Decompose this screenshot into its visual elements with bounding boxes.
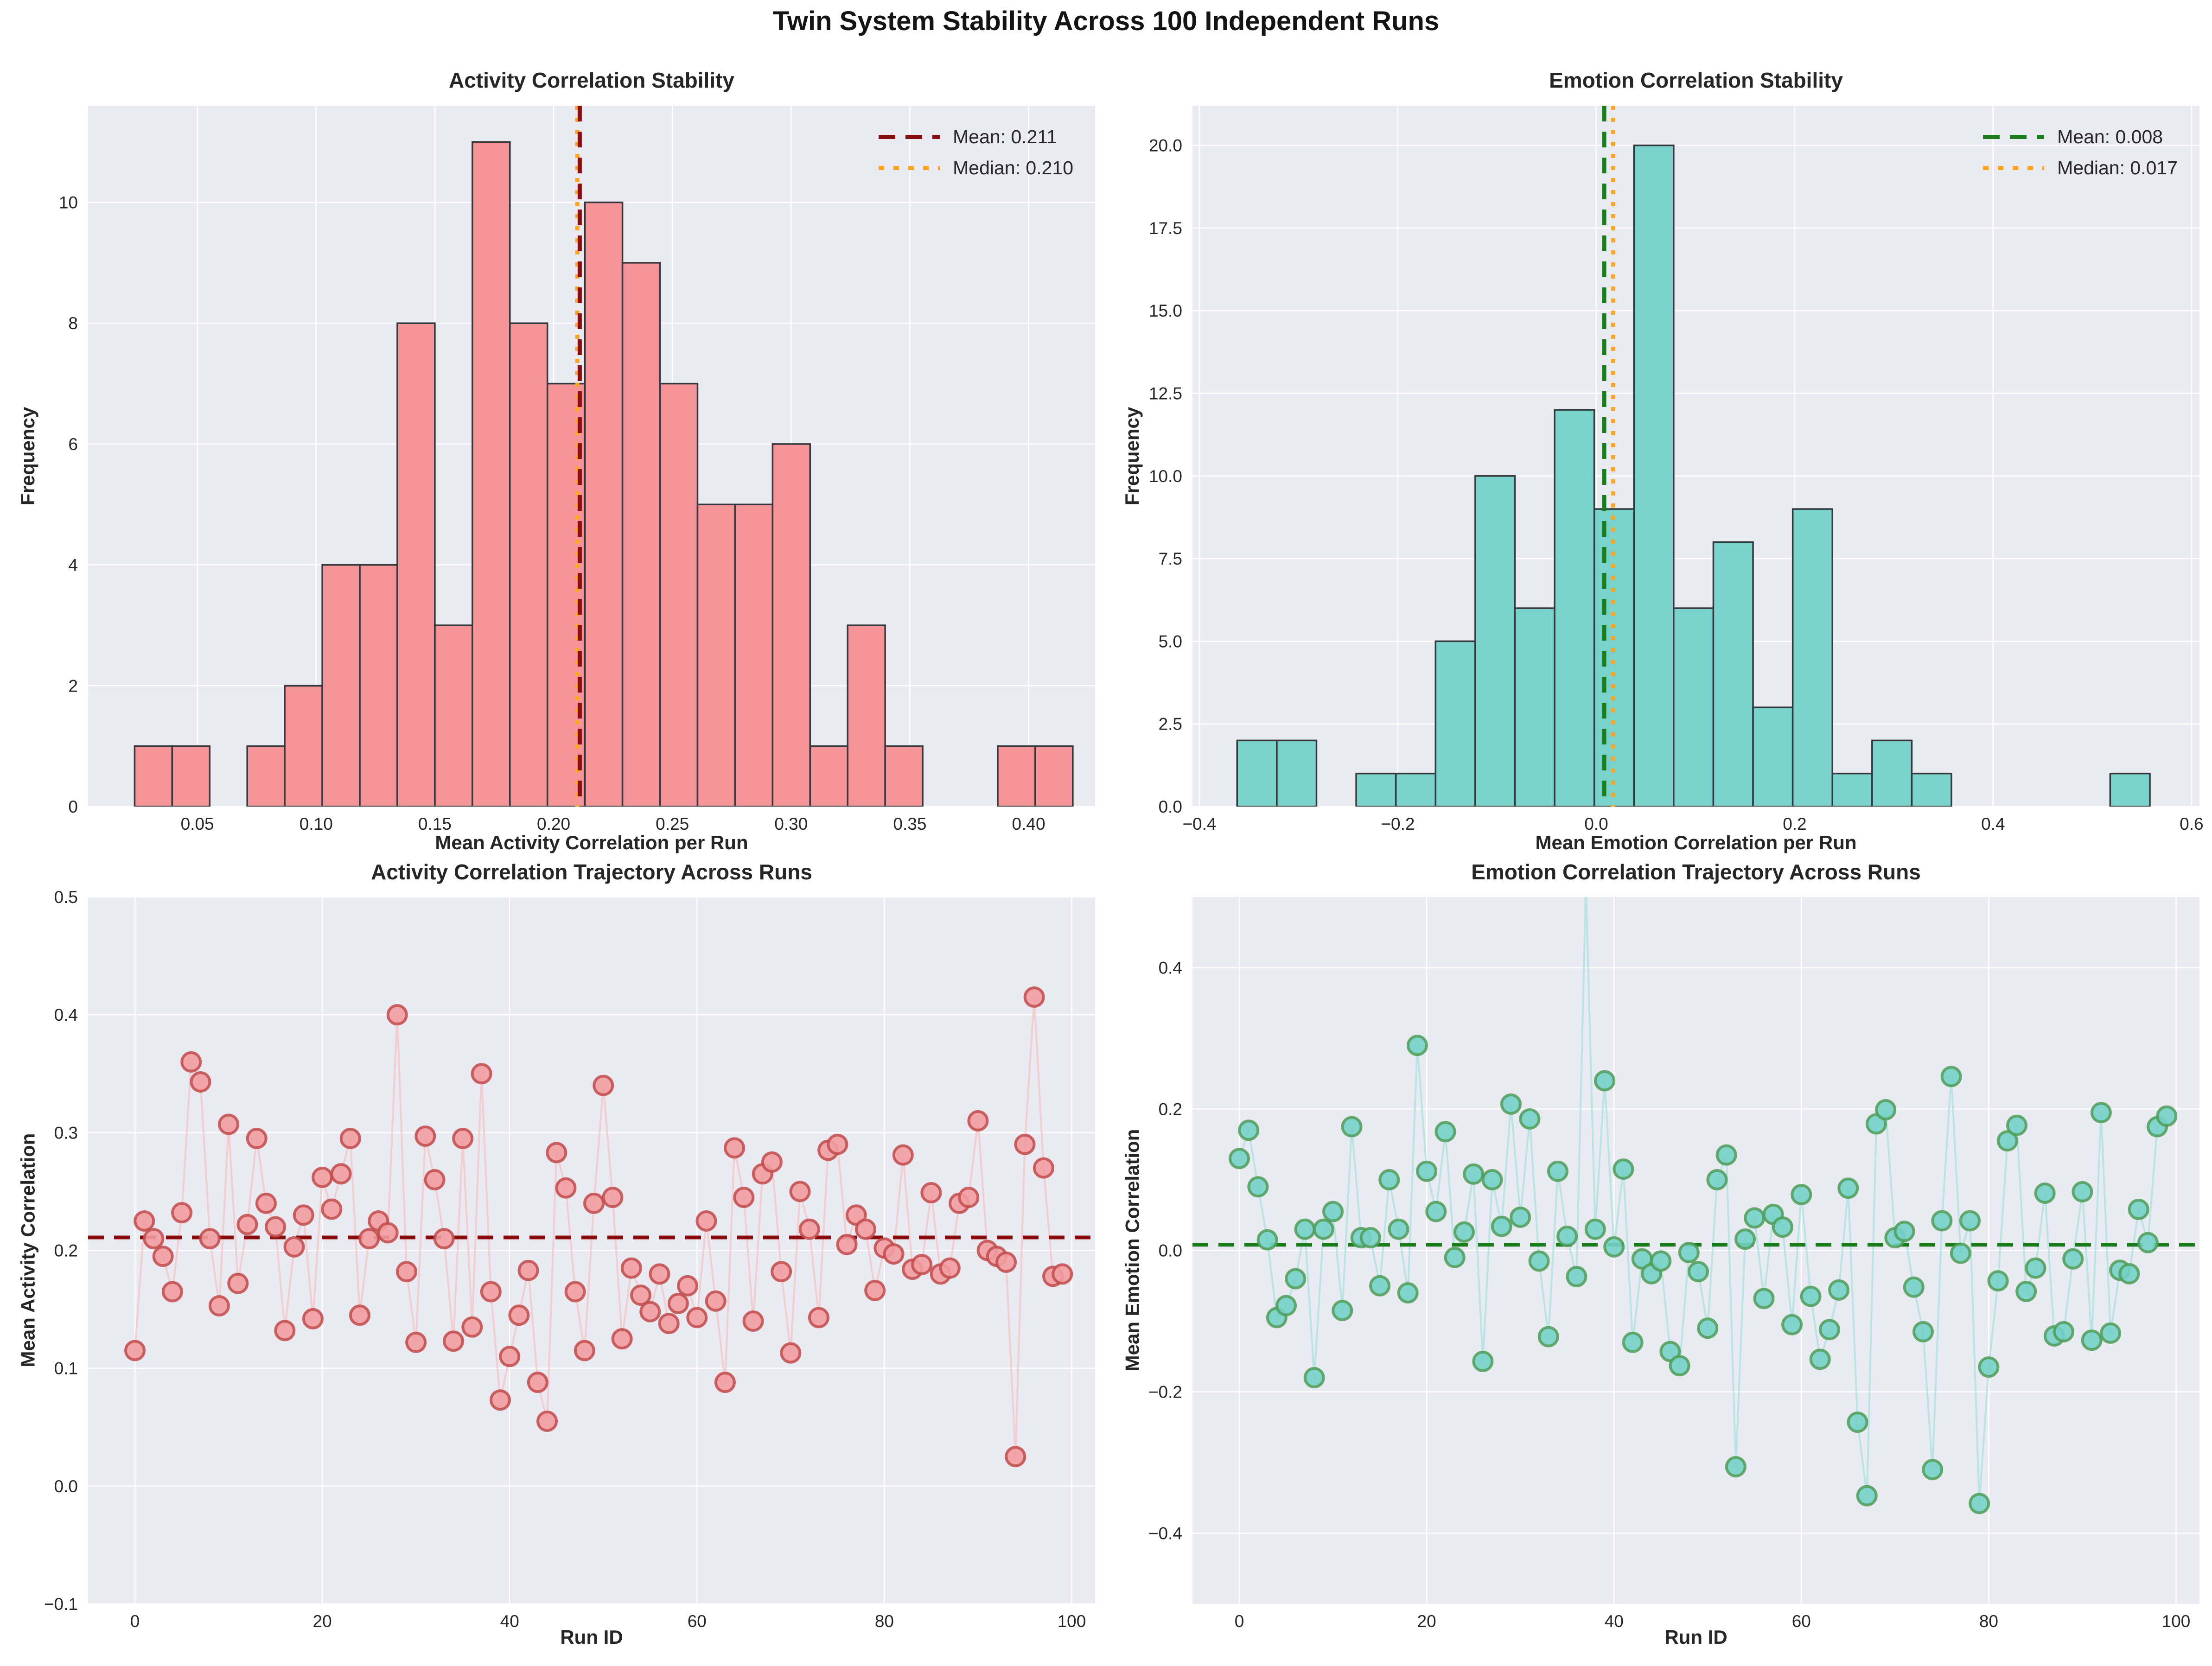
figure-title: Twin System Stability Across 100 Indepen… (772, 6, 1440, 36)
y-axis-label: Mean Activity Correlation (17, 1133, 39, 1367)
legend-item-median: Median: 0.017 (1983, 157, 2178, 179)
y-axis-label: Frequency (1121, 407, 1143, 506)
legend-item-median: Median: 0.210 (879, 157, 1073, 179)
legend-label: Mean: 0.008 (2057, 126, 2163, 147)
panel-activity-histogram: 0.05 0.10 0.15 0.20 0.25 0.30 0.35 0.40 0 2 4 6 8 10 … (0, 60, 1106, 862)
svg-text:2.5: 2.5 (1159, 715, 1182, 734)
svg-text:−0.2: −0.2 (1148, 1383, 1182, 1402)
svg-text:−0.4: −0.4 (1182, 814, 1216, 833)
svg-text:0.35: 0.35 (893, 814, 926, 833)
svg-text:60: 60 (1792, 1612, 1811, 1631)
svg-text:0: 0 (130, 1612, 140, 1631)
median-line-swatch (879, 166, 940, 170)
mean-line-swatch (1983, 135, 2045, 139)
svg-text:0.20: 0.20 (537, 814, 570, 833)
svg-text:0.0: 0.0 (1159, 797, 1182, 816)
svg-text:0.1: 0.1 (54, 1359, 78, 1378)
legend-label: Mean: 0.211 (953, 126, 1058, 147)
svg-text:80: 80 (875, 1612, 894, 1631)
legend-item-mean: Mean: 0.008 (1983, 126, 2178, 148)
panel-title: Activity Correlation Stability (448, 68, 734, 92)
svg-text:0.2: 0.2 (1783, 814, 1806, 833)
svg-text:40: 40 (1605, 1612, 1624, 1631)
svg-text:17.5: 17.5 (1149, 219, 1182, 238)
panel-emotion-trajectory: 0 20 40 60 80 100 0.4 0.2 0.0 −0.2 −0.4 Emotion Co… (1106, 860, 2212, 1666)
panel-emotion-histogram: −0.4 −0.2 0.0 0.2 0.4 0.6 0.0 2.5 5.0 7.5 10.0 12.5… (1106, 60, 2212, 862)
svg-text:8: 8 (68, 314, 78, 333)
svg-text:0.2: 0.2 (54, 1241, 78, 1260)
legend-label: Median: 0.210 (953, 157, 1073, 178)
legend-item-mean: Mean: 0.211 (879, 126, 1073, 148)
svg-text:20: 20 (1417, 1612, 1436, 1631)
svg-text:0.6: 0.6 (2180, 814, 2203, 833)
svg-text:12.5: 12.5 (1149, 384, 1182, 403)
svg-text:20.0: 20.0 (1149, 136, 1182, 155)
svg-text:0.40: 0.40 (1012, 814, 1045, 833)
svg-text:0.4: 0.4 (1981, 814, 2005, 833)
svg-text:−0.2: −0.2 (1381, 814, 1415, 833)
svg-text:10.0: 10.0 (1149, 467, 1182, 486)
svg-text:20: 20 (313, 1612, 332, 1631)
svg-text:10: 10 (59, 193, 78, 212)
svg-text:0.0: 0.0 (1159, 1241, 1182, 1260)
svg-text:0.0: 0.0 (54, 1477, 78, 1496)
emotion-histogram-canvas: −0.4 −0.2 0.0 0.2 0.4 0.6 0.0 2.5 5.0 7.5 10.0 12.5… (1149, 106, 2204, 833)
median-line-swatch (1983, 166, 2045, 170)
svg-text:0.2: 0.2 (1159, 1100, 1182, 1119)
svg-text:5.0: 5.0 (1159, 632, 1182, 651)
svg-text:0.10: 0.10 (300, 814, 333, 833)
svg-text:100: 100 (2162, 1612, 2191, 1631)
mean-line-swatch (879, 135, 940, 139)
legend: Mean: 0.211 Median: 0.210 (879, 126, 1073, 179)
svg-text:60: 60 (688, 1612, 707, 1631)
svg-text:0: 0 (68, 797, 78, 816)
panel-title: Activity Correlation Trajectory Across R… (371, 860, 812, 884)
activity-trajectory-canvas: 0 20 40 60 80 100 0.5 0.4 0.3 0.2 0.1 0.0 −0.1 (44, 888, 1095, 1631)
svg-text:0.5: 0.5 (54, 888, 78, 907)
svg-text:2: 2 (68, 676, 78, 695)
svg-text:0.0: 0.0 (1584, 814, 1608, 833)
svg-text:4: 4 (68, 556, 78, 575)
svg-text:−0.4: −0.4 (1148, 1524, 1182, 1543)
svg-text:0.30: 0.30 (774, 814, 808, 833)
x-axis-label: Run ID (560, 1626, 623, 1648)
legend: Mean: 0.008 Median: 0.017 (1983, 126, 2178, 179)
svg-text:40: 40 (500, 1612, 519, 1631)
x-axis-label: Mean Emotion Correlation per Run (1535, 832, 1857, 853)
svg-text:−0.1: −0.1 (44, 1595, 78, 1614)
svg-text:7.5: 7.5 (1159, 549, 1182, 568)
x-axis-label: Run ID (1664, 1626, 1728, 1648)
svg-text:0.15: 0.15 (418, 814, 452, 833)
svg-text:0: 0 (1235, 1612, 1244, 1631)
svg-text:0.25: 0.25 (656, 814, 689, 833)
svg-text:15.0: 15.0 (1149, 301, 1182, 320)
svg-text:80: 80 (1979, 1612, 1998, 1631)
legend-label: Median: 0.017 (2057, 157, 2178, 178)
svg-text:0.3: 0.3 (54, 1123, 78, 1142)
svg-text:0.05: 0.05 (181, 814, 214, 833)
panel-activity-trajectory: 0 20 40 60 80 100 0.5 0.4 0.3 0.2 0.1 0.0 −0.1 Activ… (0, 860, 1106, 1666)
svg-text:6: 6 (68, 435, 78, 454)
emotion-trajectory-canvas: 0 20 40 60 80 100 0.4 0.2 0.0 −0.2 −0.4 (1148, 897, 2199, 1631)
panel-title: Emotion Correlation Trajectory Across Ru… (1471, 860, 1921, 884)
svg-text:0.4: 0.4 (1159, 959, 1182, 978)
y-axis-label: Mean Emotion Correlation (1121, 1129, 1143, 1372)
panel-title: Emotion Correlation Stability (1549, 68, 1843, 92)
svg-text:100: 100 (1058, 1612, 1086, 1631)
y-axis-label: Frequency (17, 407, 38, 506)
svg-text:0.4: 0.4 (54, 1005, 78, 1024)
activity-histogram-canvas: 0.05 0.10 0.15 0.20 0.25 0.30 0.35 0.40 0 2 4 6 8 10 (59, 106, 1095, 833)
x-axis-label: Mean Activity Correlation per Run (435, 832, 748, 853)
